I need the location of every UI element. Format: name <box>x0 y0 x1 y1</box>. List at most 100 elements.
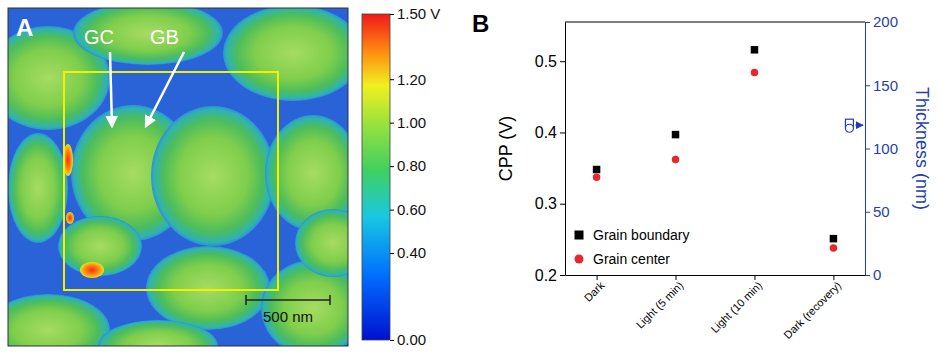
y2-axis-tick-mark <box>865 275 870 276</box>
kpfm-map <box>8 8 348 346</box>
grain <box>98 320 218 346</box>
data-point <box>672 156 680 164</box>
y-axis-title: CPP (V) <box>496 116 516 182</box>
y2-axis: 0 50 100 150 200 <box>865 13 898 283</box>
y-axis-tick: 0.2 <box>535 267 565 284</box>
colorbar-axis-tick-label: 0.60 <box>397 201 426 218</box>
legend-marker <box>575 255 584 264</box>
thickness-point <box>845 124 853 132</box>
legend: Grain boundaryGrain center <box>575 227 690 267</box>
data-point <box>751 69 759 77</box>
x-axis: Dark Light (5 min) Light (10 min) Dark (rec… <box>566 275 866 341</box>
annotation: GC <box>84 26 114 48</box>
colorbar-axis-tick: 0.80 <box>390 157 426 174</box>
panel-a: A GC GB 500 nm <box>0 1 371 354</box>
y-axis-tick-label: 0.2 <box>535 267 557 284</box>
colorbar-axis-tick-label: 1.20 <box>397 71 426 88</box>
grain <box>8 294 110 346</box>
y-axis-tick-label: 0.4 <box>535 124 557 141</box>
scale-bar-end <box>245 295 247 305</box>
y2-axis-tick-label: 0 <box>873 266 881 283</box>
x-axis-tick: Dark <box>582 275 607 304</box>
colorbar-axis-tick: 0.60 <box>390 201 426 218</box>
y2-axis-tick-mark <box>865 22 870 23</box>
panel-b: 0.2 0.3 0.4 0.5 0 50 100 150 200 Dark Light (5 min… <box>472 10 932 341</box>
grain <box>73 8 223 65</box>
thickness-arrow <box>855 125 863 126</box>
data-point <box>593 166 601 174</box>
region-box <box>64 72 278 290</box>
data-point <box>830 244 838 252</box>
y-axis-tick-mark <box>560 204 565 205</box>
y2-axis-tick: 200 <box>865 13 898 30</box>
y-axis-tick-label: 0.5 <box>535 53 557 70</box>
colorbar-axis-tick-mark <box>390 166 394 167</box>
data-point <box>593 174 601 182</box>
colorbar-axis-tick: 0.40 <box>390 244 426 261</box>
colorbar-axis-tick-mark <box>390 14 394 15</box>
colorbar-axis-tick-label: 0.80 <box>397 157 426 174</box>
y2-axis-tick-mark <box>865 212 870 213</box>
legend-marker <box>575 231 584 240</box>
x-axis-tick: Light (5 min) <box>634 275 686 331</box>
colorbar-axis-tick-label: 0.00 <box>397 331 426 348</box>
annotation: GB <box>150 26 179 48</box>
data-point <box>830 235 838 243</box>
colorbar-axis-tick-label: 0.40 <box>397 244 426 261</box>
grain <box>223 8 348 101</box>
colorbar <box>362 14 390 340</box>
colorbar-axis-tick: 0.00 <box>390 331 426 348</box>
y2-axis-tick-label: 150 <box>873 77 898 94</box>
grain <box>151 106 275 246</box>
x-axis-line <box>566 275 866 276</box>
y2-axis-tick-label: 50 <box>873 203 890 220</box>
y2-axis-tick: 150 <box>865 77 898 94</box>
map-frame <box>8 8 348 346</box>
colorbar-axis-tick-label: 1.50 V <box>397 5 440 22</box>
figure: AGCGB500 nm1.50 V1.201.000.800.600.400.0… <box>0 0 940 354</box>
y2-axis-tick-label: 200 <box>873 13 898 30</box>
colorbar-axis-tick-mark <box>390 253 394 254</box>
colorbar-axis-tick: 1.00 <box>390 114 426 131</box>
y2-axis-tick-label: 100 <box>873 140 898 157</box>
colorbar-axis-line <box>390 15 391 341</box>
hot-spot <box>66 212 74 224</box>
y-axis-line <box>565 23 566 276</box>
x-axis-tick-label: Dark (recovery) <box>781 279 843 341</box>
grain <box>146 246 270 330</box>
y-axis-tick: 0.4 <box>535 124 565 141</box>
colorbar-axis-tick-mark <box>390 210 394 211</box>
y-axis-tick-mark <box>560 275 565 276</box>
colorbar-axis: 1.50 V 1.20 1.00 0.80 0.60 0.40 0.00 <box>390 5 440 348</box>
y2-axis-tick: 50 <box>865 203 890 220</box>
y-axis-tick: 0.3 <box>535 195 565 212</box>
annotation-arrow <box>110 52 112 126</box>
y2-axis-tick-mark <box>865 85 870 86</box>
hot-spot <box>80 262 104 278</box>
panel-label: A <box>16 14 33 41</box>
grain <box>295 209 348 277</box>
y-axis: 0.2 0.3 0.4 0.5 <box>535 23 566 284</box>
colorbar-axis-tick-mark <box>390 340 394 341</box>
x-axis-tick-label: Dark <box>582 279 607 304</box>
x-axis-tick-label: Light (10 min) <box>708 279 764 335</box>
y2-axis-title: Thickness (nm) <box>912 87 932 210</box>
x-axis-tick-label: Light (5 min) <box>634 279 686 331</box>
colorbar-axis-tick-label: 1.00 <box>397 114 426 131</box>
panel-label: B <box>472 10 489 37</box>
x-axis-tick: Light (10 min) <box>708 275 764 335</box>
scale-bar-end <box>329 295 331 305</box>
scale-bar-label: 500 nm <box>263 308 313 325</box>
data-point <box>672 131 680 139</box>
y-axis-tick-mark <box>560 132 565 133</box>
legend-label: Grain boundary <box>593 227 690 243</box>
marks <box>593 46 854 252</box>
y2-axis-tick-mark <box>865 149 870 150</box>
y-axis-tick-label: 0.3 <box>535 195 557 212</box>
colorbar-axis-tick: 1.50 V <box>390 5 440 22</box>
y-axis-tick: 0.5 <box>535 53 565 70</box>
colorbar-axis-tick: 1.20 <box>390 71 426 88</box>
grain <box>8 133 68 243</box>
plot-frame-top <box>565 22 865 23</box>
y2-axis-tick: 100 <box>865 140 898 157</box>
